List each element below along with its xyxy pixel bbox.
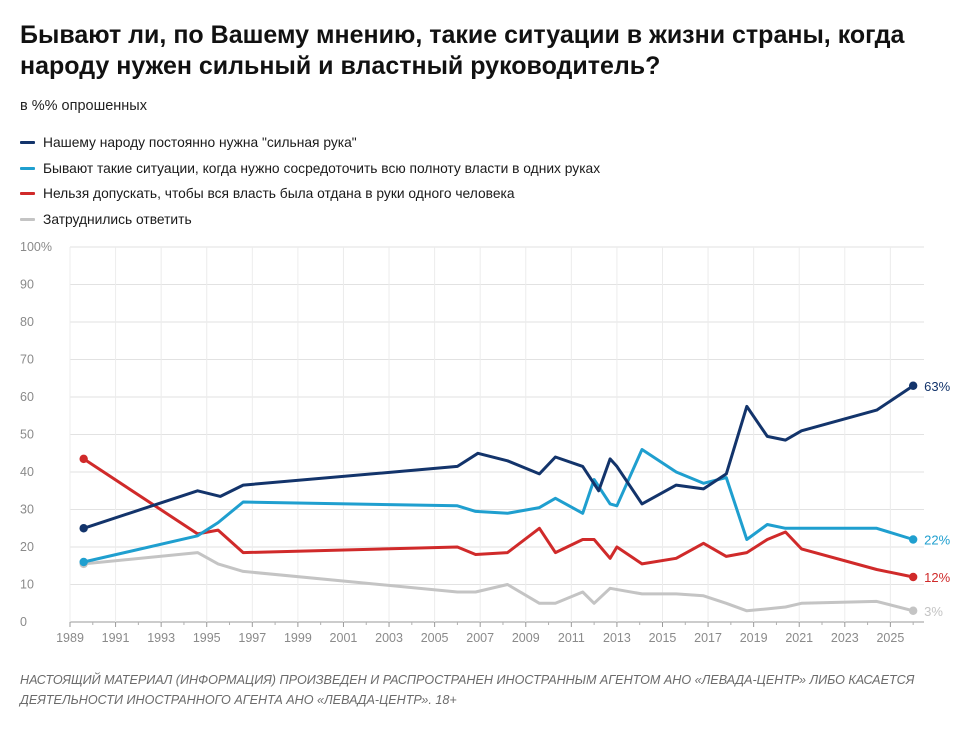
x-tick-label: 2021 [785,631,813,645]
x-tick-label: 2005 [421,631,449,645]
y-tick-label: 90 [20,278,34,292]
y-tick-label: 0 [20,615,27,629]
series-end-label: 3% [924,604,943,619]
x-tick-label: 2007 [466,631,494,645]
series-line [82,384,915,530]
x-tick-label: 1997 [238,631,266,645]
x-tick-label: 1995 [193,631,221,645]
x-tick-label: 2025 [876,631,904,645]
legend-item: Затруднились ответить [20,207,600,233]
series-line [82,551,915,613]
y-tick-label: 40 [20,465,34,479]
y-tick-label: 70 [20,353,34,367]
y-tick-label: 30 [20,503,34,517]
y-tick-label: 100% [20,240,52,254]
legend-label: Бывают такие ситуации, когда нужно сосре… [43,160,601,176]
series-end-label: 63% [924,379,950,394]
series-start-point [79,557,88,567]
legend-item: Бывают такие ситуации, когда нужно сосре… [20,156,600,182]
series-end-point [908,572,918,582]
x-tick-label: 2011 [558,631,585,645]
y-tick-label: 50 [20,428,34,442]
series-end-label: 12% [924,570,950,585]
x-tick-label: 1991 [102,631,130,645]
x-tick-label: 2003 [375,631,403,645]
legend-swatch [20,141,35,145]
legend-label: Нашему народу постоянно нужна "сильная р… [43,135,357,151]
legend-item: Нельзя допускать, чтобы вся власть была … [20,181,600,207]
legend-swatch [20,192,35,196]
x-tick-label: 2023 [831,631,859,645]
legend-swatch [20,166,35,170]
series-end-label: 22% [924,533,950,548]
chart-subtitle: в %% опрошенных [20,98,147,114]
x-tick-label: 2019 [740,631,768,645]
series-line [82,448,915,564]
x-tick-label: 2017 [694,631,722,645]
series-end-point [908,381,918,390]
series-end-point [908,606,918,615]
x-tick-label: 2013 [603,631,631,645]
series-end-point [908,535,918,544]
chart-title: Бывают ли, по Вашему мнению, такие ситуа… [20,21,905,80]
series-start-point [79,454,88,464]
footnote: НАСТОЯЩИЙ МАТЕРИАЛ (ИНФОРМАЦИЯ) ПРОИЗВЕД… [20,673,915,707]
legend-label: Затруднились ответить [43,211,192,227]
series-start-point [79,524,88,533]
x-tick-label: 1999 [284,631,312,645]
legend: Нашему народу постоянно нужна "сильная р… [20,130,600,232]
x-tick-label: 1989 [56,631,84,645]
legend-swatch [20,217,35,221]
y-tick-label: 80 [20,315,34,329]
line-chart: 0 10 20 30 40 50 60 70 80 90 100% 1989 1991 1993 1995 1… [20,240,951,645]
y-tick-label: 10 [20,578,34,592]
series-line [82,457,915,579]
y-tick-label: 20 [20,540,34,554]
legend-label: Нельзя допускать, чтобы вся власть была … [43,186,515,202]
x-tick-label: 2009 [512,631,540,645]
x-tick-label: 1993 [147,631,175,645]
x-tick-label: 2001 [330,631,358,645]
y-tick-label: 60 [20,390,34,404]
legend-item: Нашему народу постоянно нужна "сильная р… [20,130,600,156]
x-tick-label: 2015 [649,631,677,645]
